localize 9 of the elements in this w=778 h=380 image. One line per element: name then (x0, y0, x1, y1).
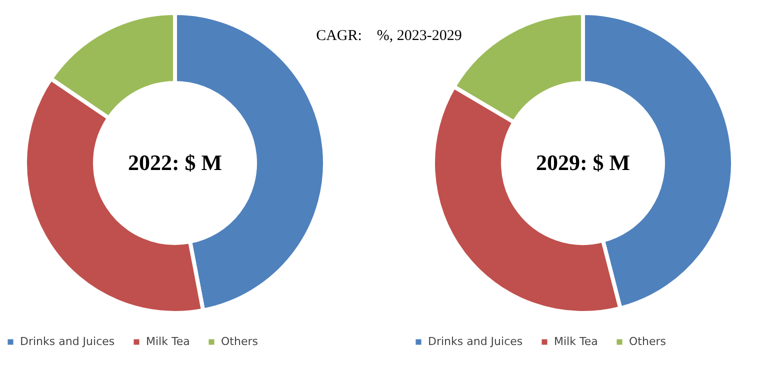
text: 2029: $ M (536, 150, 630, 175)
legend-label: Milk Tea (146, 334, 190, 348)
legend-label: Others (221, 334, 258, 348)
legend-label: Milk Tea (554, 334, 598, 348)
text: CAGR: %, 2023-2029 (315, 28, 463, 45)
legend-label: Drinks and Juices (20, 334, 115, 348)
legend-label: Others (629, 334, 666, 348)
legend-label: Drinks and Juices (428, 334, 523, 348)
text: 2022: $ M (128, 150, 222, 175)
